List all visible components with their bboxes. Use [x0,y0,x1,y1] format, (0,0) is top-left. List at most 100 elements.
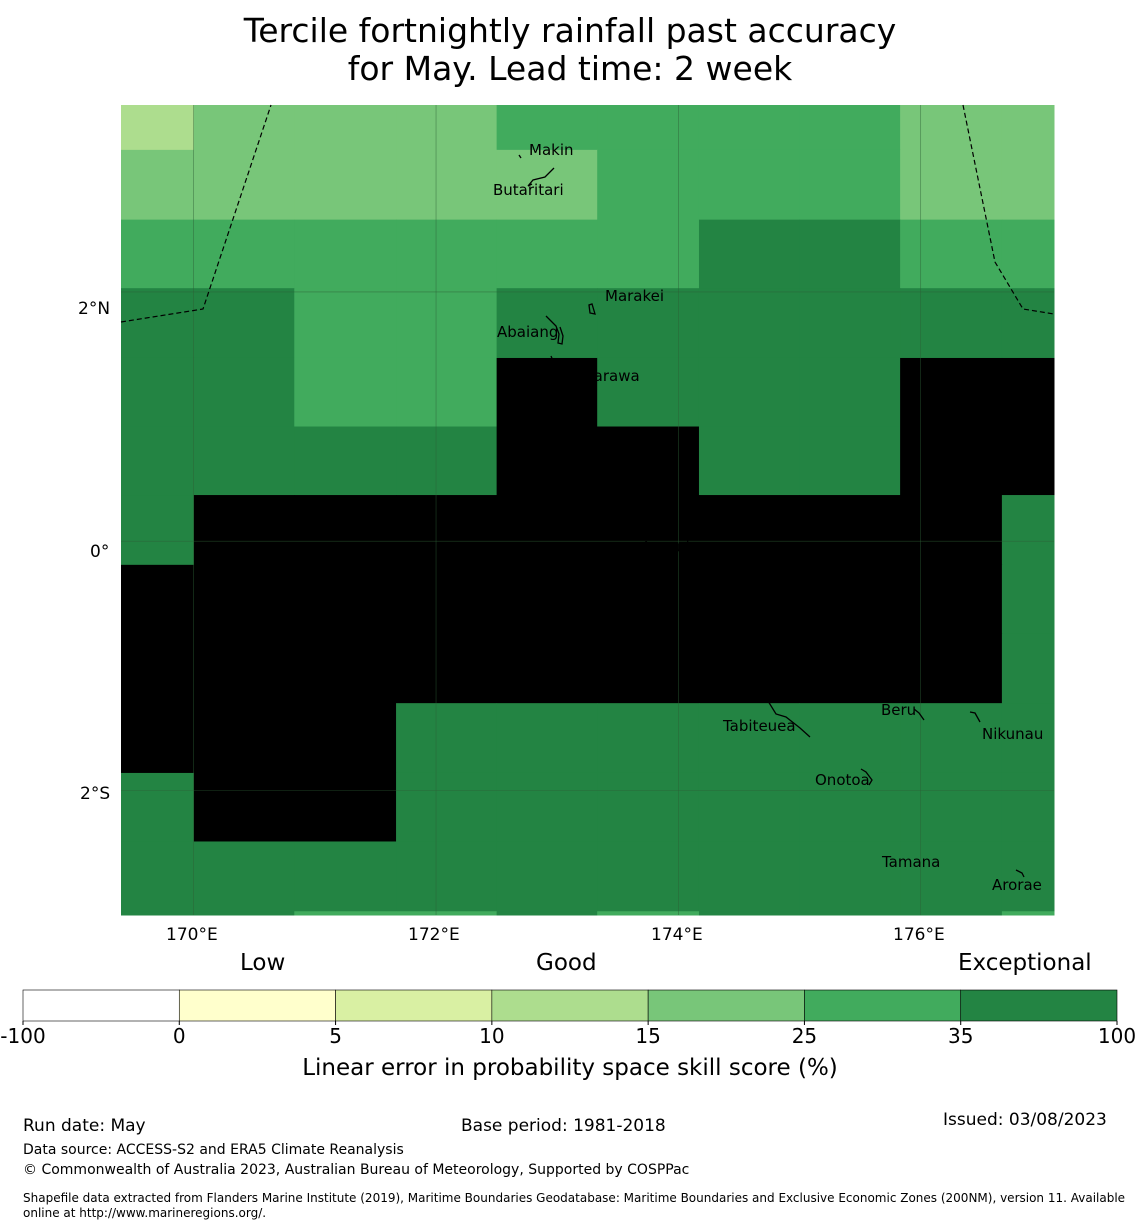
skill-cell [799,703,901,774]
skill-cell [799,426,901,496]
x-tick-174: 174°E [651,925,703,945]
map-gridlines [121,105,1054,915]
skill-cell [597,564,700,634]
skill-cell [1001,357,1055,428]
skill-cell [799,495,901,566]
skill-cell [294,841,397,912]
skill-cell [121,841,195,912]
skill-cell [193,105,295,151]
island-outline [555,425,566,451]
skill-cell [900,772,1003,842]
island-label-maiana: Maiana [511,425,566,443]
skill-cell [396,357,498,428]
skill-cell [121,911,195,916]
island-label-kuria: Kuria [562,517,601,535]
skill-cell [294,911,397,916]
skill-cell [121,564,195,634]
skill-cell [193,495,295,566]
skill-cell [294,105,397,151]
skill-cell [193,219,295,289]
island-outline [720,622,737,649]
x-tick-172: 172°E [408,925,460,945]
category-exceptional: Exceptional [958,950,1092,976]
skill-cell [597,149,700,221]
skill-cell [698,357,801,428]
island-outline [527,167,555,187]
skill-cell [1001,772,1055,842]
skill-cell [1001,633,1055,704]
island-label-butaritari: Butaritari [493,181,564,199]
island-label-marakei: Marakei [605,287,665,305]
island-label-tarawa: Tarawa [587,367,640,385]
colorbar-tick-label: 0 [172,1024,186,1048]
skill-cell [799,841,901,912]
skill-cell [193,426,295,496]
map-title-line2: for May. Lead time: 2 week [347,49,793,88]
colorbar-box [491,989,649,1022]
skill-cell [496,633,598,704]
skill-cell [121,219,195,289]
skill-cell [698,633,801,704]
copyright: © Commonwealth of Australia 2023, Austra… [23,1162,690,1178]
skill-cell [496,426,598,496]
island-label-arorae: Arorae [992,876,1042,894]
skill-cell [496,703,598,774]
colorbar-tick-label: 25 [791,1024,818,1048]
issued-date: Issued: 03/08/2023 [943,1110,1107,1130]
skill-cell [900,149,1003,221]
skill-cell [1001,149,1055,221]
x-tick-176: 176°E [893,925,945,945]
skill-cell [121,633,195,704]
skill-cell [294,288,397,359]
skill-cell [294,426,397,496]
skill-cell [799,357,901,428]
island-label-banaba: Banaba [146,657,203,675]
skill-cell [900,288,1003,359]
skill-cell [396,703,498,774]
island-outline [135,659,139,662]
skill-cell [900,911,1003,916]
colorbar-tick-label: -100 [0,1024,46,1048]
island-outline [597,521,608,529]
colorbar-box [22,989,180,1022]
skill-cell [193,357,295,428]
skill-cell [900,841,1003,912]
skill-cell [1001,703,1055,774]
map-title-line1: Tercile fortnightly rainfall past accura… [243,11,897,50]
skill-cell [496,357,598,428]
skill-cell [396,219,498,289]
data-source: Data source: ACCESS-S2 and ERA5 Climate … [23,1142,404,1158]
island-outline [649,504,654,507]
eez-boundary-line [120,104,272,323]
skill-cell [799,219,901,289]
skill-cell [1001,911,1055,916]
skill-cell [698,772,801,842]
skill-cell [799,149,901,221]
island-label-nikunau: Nikunau [982,725,1044,743]
skill-cell [193,841,295,912]
colorbar-tick-label: 15 [635,1024,661,1048]
island-label-onotoa: Onotoa [815,771,870,789]
skill-cell [193,288,295,359]
skill-cell [597,633,700,704]
skill-cell [121,426,195,496]
skill-cell [900,495,1003,566]
island-outline [860,768,873,786]
skill-cell [121,772,195,842]
island-outline [629,528,634,538]
skill-cell [1001,288,1055,359]
skill-cell [193,772,295,842]
skill-cell [496,495,598,566]
island-label-makin: Makin [529,141,574,159]
island-label-tamana: Tamana [882,853,941,871]
skill-cell [597,219,700,289]
skill-cell [900,703,1003,774]
colorbar-box [647,989,805,1022]
island-label-nonouti: Nonouti [679,632,738,650]
skill-cell [121,495,195,566]
colorbar-tick-label: 35 [947,1024,974,1048]
island-outline [1015,869,1025,878]
skill-cell [698,911,801,916]
category-good: Good [536,950,597,976]
skill-cell [496,288,598,359]
